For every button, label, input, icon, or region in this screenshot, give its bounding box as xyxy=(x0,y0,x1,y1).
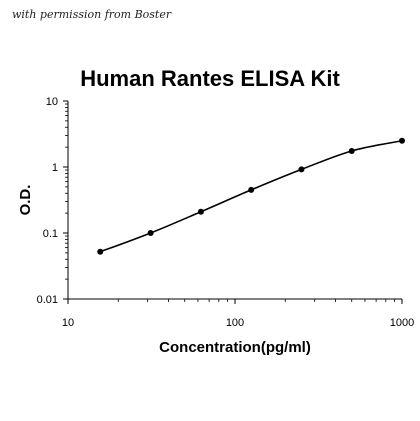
x-axis-label: Concentration(pg/ml) xyxy=(159,339,311,356)
chart-title: Human Rantes ELISA Kit xyxy=(80,66,340,91)
x-tick-label: 10 xyxy=(62,317,74,329)
y-axis-label: O.D. xyxy=(17,185,34,216)
y-tick-label: 0.01 xyxy=(37,294,58,306)
data-point xyxy=(399,137,405,144)
y-tick-label: 10 xyxy=(46,96,58,108)
y-tick-label: 0.1 xyxy=(43,228,58,240)
data-point xyxy=(298,166,305,173)
chart-ticks: 10 1 0.1 0.01 10 100 1000 xyxy=(37,96,415,329)
watermark-text: with permission from Boster xyxy=(12,8,172,21)
y-tick-label: 1 xyxy=(52,162,58,174)
data-point xyxy=(348,147,355,154)
x-tick-label: 100 xyxy=(226,317,244,329)
data-point xyxy=(97,248,104,255)
series-line xyxy=(99,139,403,253)
data-point xyxy=(147,230,154,236)
data-point xyxy=(197,208,204,215)
chart-series xyxy=(97,137,405,255)
chart-axes xyxy=(67,101,402,300)
x-tick-label: 1000 xyxy=(390,317,414,329)
data-point xyxy=(248,186,255,193)
